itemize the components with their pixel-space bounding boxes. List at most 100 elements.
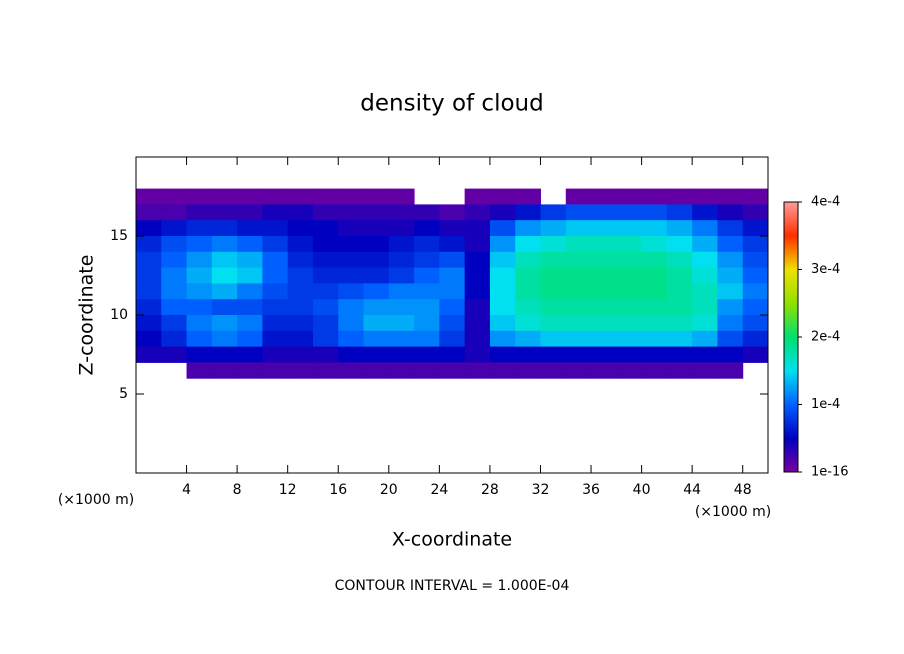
colorbar-strip xyxy=(784,239,798,241)
colorbar-strip xyxy=(784,238,798,240)
cell xyxy=(161,330,188,348)
cell xyxy=(591,204,617,221)
colorbar-strip xyxy=(784,414,798,416)
cell xyxy=(388,251,415,269)
cell xyxy=(136,267,162,284)
colorbar-strip xyxy=(784,376,798,378)
colorbar-strip xyxy=(784,300,798,302)
colorbar-strip xyxy=(784,420,798,422)
colorbar-strip xyxy=(784,402,798,404)
colorbar-strip xyxy=(784,458,798,460)
cell xyxy=(641,330,668,348)
colorbar-strip xyxy=(784,241,798,243)
colorbar-strip xyxy=(784,333,798,335)
cell xyxy=(692,204,718,221)
colorbar-strip xyxy=(784,252,798,254)
cell xyxy=(616,283,643,300)
cell xyxy=(312,299,339,316)
colorbar-strip xyxy=(784,264,798,266)
colorbar-strip xyxy=(784,202,798,204)
colorbar-strip xyxy=(784,437,798,439)
colorbar-strip xyxy=(784,409,798,411)
cell xyxy=(338,220,365,237)
cell xyxy=(363,346,390,363)
cell xyxy=(338,204,365,221)
cell xyxy=(237,236,263,253)
cell xyxy=(439,315,466,332)
cell xyxy=(692,267,718,284)
cell xyxy=(388,315,415,332)
cell xyxy=(464,204,491,221)
cell xyxy=(464,251,491,269)
cell xyxy=(515,315,541,332)
colorbar-strip xyxy=(784,287,798,289)
colorbar-strip xyxy=(784,405,798,407)
cell xyxy=(489,283,516,300)
cell xyxy=(211,188,238,205)
cell xyxy=(616,267,643,284)
colorbar-strip xyxy=(784,317,798,319)
cell xyxy=(591,220,617,237)
cell xyxy=(641,315,668,332)
colorbar-strip xyxy=(784,274,798,276)
x-axis-label: X-coordinate xyxy=(392,529,512,551)
colorbar-strip xyxy=(784,321,798,323)
cell xyxy=(641,362,668,379)
colorbar-strip xyxy=(784,459,798,461)
cell xyxy=(161,267,188,284)
cell xyxy=(742,251,769,269)
cell xyxy=(237,188,263,205)
cell xyxy=(186,251,213,269)
cell xyxy=(439,283,466,300)
cell xyxy=(262,220,289,237)
cell xyxy=(338,251,365,269)
colorbar-strip xyxy=(784,419,798,421)
cell xyxy=(287,267,314,284)
colorbar-tick-label: 3e-4 xyxy=(811,262,840,277)
cell xyxy=(211,283,238,300)
colorbar-strip xyxy=(784,350,798,352)
colorbar: 1e-16 1e-4 2e-4 3e-4 4e-4 xyxy=(783,195,849,480)
colorbar-strip xyxy=(784,262,798,264)
colorbar-strip xyxy=(784,396,798,398)
colorbar-strip xyxy=(784,245,798,247)
cell xyxy=(186,362,213,379)
cell xyxy=(388,220,415,237)
colorbar-strip xyxy=(784,439,798,441)
colorbar-strip xyxy=(784,435,798,437)
cell xyxy=(287,220,314,237)
cell xyxy=(161,283,188,300)
colorbar-strip xyxy=(784,429,798,431)
cell xyxy=(363,204,390,221)
cell xyxy=(287,251,314,269)
cell xyxy=(464,315,491,332)
x-tick-label: 8 xyxy=(233,482,242,498)
cell xyxy=(262,299,289,316)
colorbar-strip xyxy=(784,311,798,313)
cell xyxy=(136,315,162,332)
colorbar-strip xyxy=(784,389,798,391)
cell xyxy=(692,299,718,316)
cell xyxy=(540,283,567,300)
y-tick-label: 10 xyxy=(110,307,128,323)
cell xyxy=(161,346,188,363)
colorbar-strip xyxy=(784,357,798,359)
cell xyxy=(717,267,744,284)
cell xyxy=(338,283,365,300)
cell xyxy=(616,346,643,363)
colorbar-strip xyxy=(784,411,798,413)
cell xyxy=(312,283,339,300)
cell xyxy=(414,204,440,221)
colorbar-strip xyxy=(784,236,798,238)
colorbar-strip xyxy=(784,463,798,465)
colorbar-strip xyxy=(784,297,798,299)
colorbar-strip xyxy=(784,227,798,229)
colorbar-strip xyxy=(784,440,798,442)
cell xyxy=(136,220,162,237)
cell xyxy=(363,236,390,253)
cell xyxy=(363,330,390,348)
colorbar-strip xyxy=(784,282,798,284)
colorbar-strip xyxy=(784,225,798,227)
y-tick-label: 15 xyxy=(110,228,128,244)
